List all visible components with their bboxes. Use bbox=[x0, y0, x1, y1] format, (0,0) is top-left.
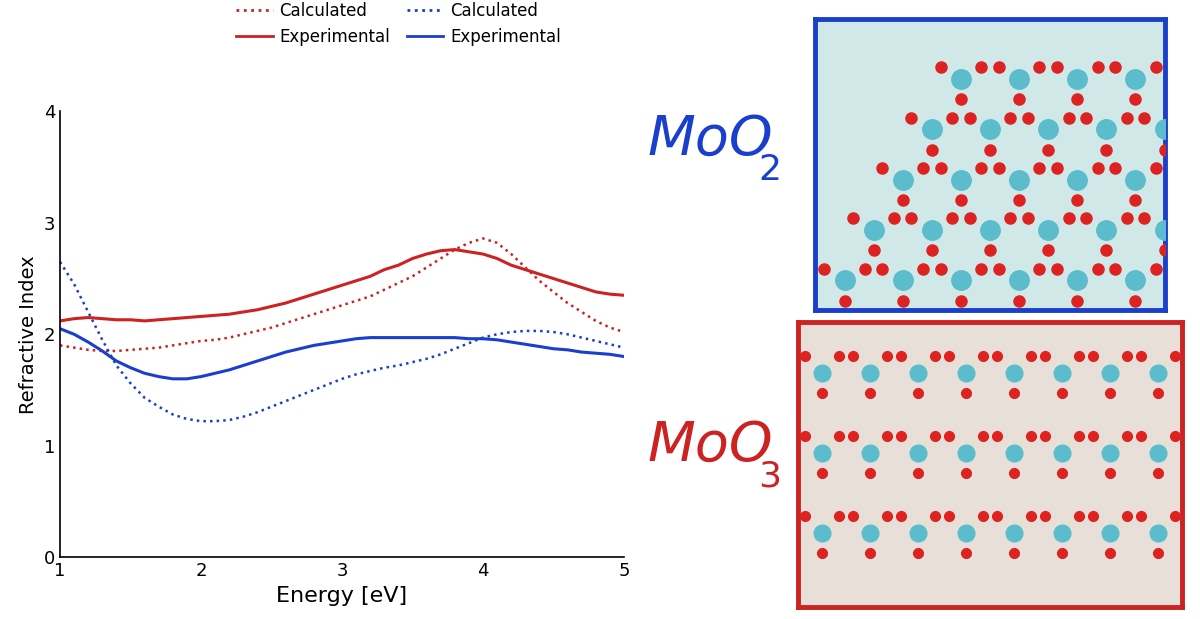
Legend: Calculated, Experimental, Calculated, Experimental: Calculated, Experimental, Calculated, Ex… bbox=[229, 0, 568, 53]
Y-axis label: Refractive Index: Refractive Index bbox=[19, 255, 38, 413]
Text: 3: 3 bbox=[758, 460, 781, 493]
Text: MoO: MoO bbox=[648, 113, 774, 166]
X-axis label: Energy [eV]: Energy [eV] bbox=[276, 586, 408, 605]
Text: 2: 2 bbox=[758, 154, 781, 187]
Text: MoO: MoO bbox=[648, 419, 774, 472]
